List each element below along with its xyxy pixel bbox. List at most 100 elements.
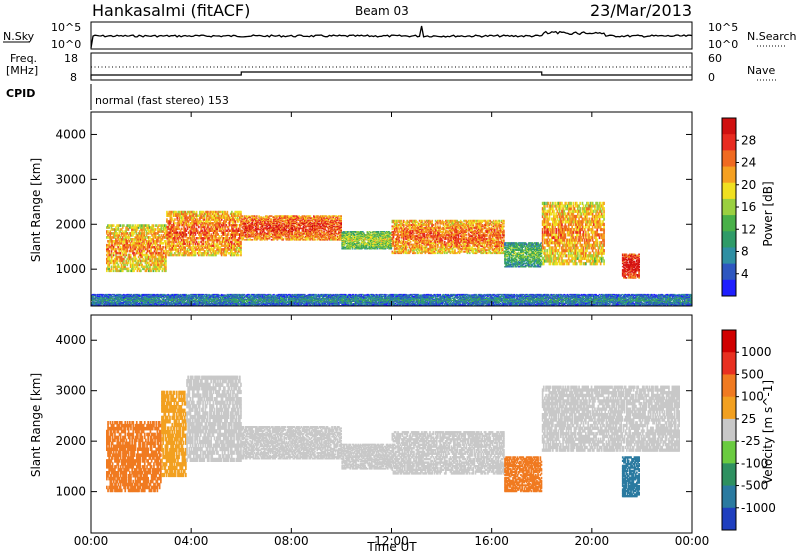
data-cell <box>140 232 142 235</box>
data-cell <box>182 242 184 246</box>
nave-tick-high: 60 <box>708 52 722 65</box>
data-cell <box>244 223 247 226</box>
data-cell <box>178 252 181 255</box>
data-cell <box>153 267 156 271</box>
data-cell <box>210 225 213 229</box>
data-cell <box>136 251 139 255</box>
data-cell <box>202 214 205 217</box>
data-cell <box>187 253 190 257</box>
data-cell <box>251 227 254 230</box>
data-cell <box>239 242 241 246</box>
data-cell <box>132 230 134 233</box>
noise-line <box>90 25 693 49</box>
data-cell <box>225 229 227 232</box>
data-cell <box>221 248 224 251</box>
data-cell <box>249 228 251 231</box>
data-cell <box>229 229 232 232</box>
data-cell <box>240 212 242 216</box>
data-cell <box>218 237 221 240</box>
data-cell <box>193 252 196 255</box>
data-cell <box>211 238 214 242</box>
data-cell <box>155 269 158 273</box>
data-cell <box>252 229 255 232</box>
data-cell <box>110 259 113 263</box>
data-cell <box>142 267 144 271</box>
data-cell <box>134 228 137 231</box>
data-cell <box>137 226 140 229</box>
data-cell <box>340 215 342 217</box>
data-cell <box>109 236 112 239</box>
data-cell <box>254 221 257 224</box>
data-cell <box>239 225 241 229</box>
data-cell <box>138 267 141 271</box>
data-cell <box>115 251 117 255</box>
data-cell <box>176 223 179 227</box>
data-cell <box>119 257 122 261</box>
data-cell <box>200 237 202 240</box>
data-cell <box>242 233 245 236</box>
data-cell <box>237 212 240 216</box>
data-cell <box>257 224 259 227</box>
data-cell <box>231 212 233 216</box>
data-cell <box>206 212 208 216</box>
data-cell <box>237 233 240 236</box>
data-cell <box>166 210 168 214</box>
data-cell <box>195 216 198 219</box>
data-cell <box>262 216 265 218</box>
data-cell <box>248 226 250 229</box>
data-cell <box>241 232 243 235</box>
data-cell <box>257 228 259 231</box>
data-cell <box>293 224 296 227</box>
data-cell <box>213 227 216 231</box>
data-cell <box>127 245 130 249</box>
data-cell <box>173 225 175 229</box>
data-cell <box>241 229 243 232</box>
data-cell <box>149 240 151 243</box>
data-cell <box>135 263 138 267</box>
data-cell <box>174 214 176 217</box>
data-cell <box>146 247 149 251</box>
data-cell <box>256 232 258 235</box>
data-cell <box>120 249 123 253</box>
data-cell <box>145 253 148 257</box>
data-cell <box>218 238 221 242</box>
data-cell <box>212 214 215 217</box>
data-cell <box>185 240 188 244</box>
data-cell <box>234 229 237 232</box>
data-cell <box>211 237 214 240</box>
data-cell <box>254 235 257 238</box>
data-cell <box>143 259 146 263</box>
data-cell <box>182 235 184 238</box>
data-cell <box>125 251 127 255</box>
data-cell <box>186 253 189 257</box>
data-cell <box>109 259 112 263</box>
data-cell <box>248 225 250 228</box>
data-cell <box>210 229 213 232</box>
data-cell <box>243 239 246 241</box>
data-cell <box>218 216 221 219</box>
data-cell <box>240 235 242 238</box>
data-cell <box>117 242 120 245</box>
data-cell <box>257 237 259 240</box>
data-cell <box>112 267 115 271</box>
data-cell <box>153 240 156 243</box>
data-cell <box>198 214 200 217</box>
data-cell <box>251 218 254 220</box>
data-cell <box>140 226 142 229</box>
data-cell <box>236 238 239 242</box>
data-cell <box>213 214 216 217</box>
data-cell <box>179 220 182 223</box>
data-cell <box>153 242 156 245</box>
data-cell <box>207 252 209 255</box>
data-cell <box>216 242 218 246</box>
data-cell <box>169 237 172 240</box>
data-cell <box>165 240 167 243</box>
data-cell <box>236 229 239 232</box>
data-cell <box>132 261 134 265</box>
data-cell <box>183 227 185 231</box>
data-cell <box>144 253 147 257</box>
data-cell <box>106 269 108 273</box>
data-cell <box>200 253 202 257</box>
data-cell <box>127 255 130 259</box>
data-cell <box>132 242 134 245</box>
